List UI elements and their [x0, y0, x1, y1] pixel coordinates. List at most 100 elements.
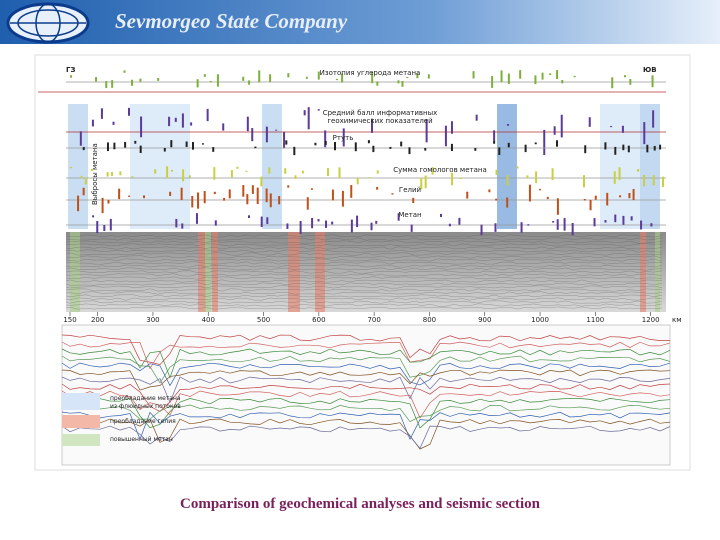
- track-bar: [427, 74, 430, 79]
- track-bar: [143, 195, 146, 199]
- track-bar: [646, 144, 649, 153]
- track-bar: [188, 175, 191, 178]
- track-bar: [630, 216, 633, 221]
- track-bar: [157, 78, 160, 81]
- track-bar: [431, 167, 434, 175]
- track-bar: [341, 73, 344, 83]
- track-bar: [552, 221, 555, 223]
- track-bar: [107, 199, 110, 204]
- horizon: [61, 341, 671, 370]
- track-bar: [466, 191, 469, 199]
- seismic-reflector: [65, 252, 663, 256]
- track-bar: [451, 172, 454, 186]
- track-bar: [77, 195, 80, 212]
- track-bar: [317, 71, 320, 80]
- track-bar: [91, 119, 94, 127]
- track-bar: [251, 128, 254, 142]
- legend-label: из флюидных потоков: [110, 403, 181, 410]
- track-bar: [216, 74, 219, 87]
- panel-label: Средний балл информативных: [323, 109, 438, 117]
- horizon: [61, 411, 671, 441]
- seismic-reflector: [65, 261, 663, 265]
- track-bar: [268, 167, 271, 174]
- track-bar: [124, 141, 127, 148]
- track-bar: [448, 223, 451, 227]
- track-bar: [206, 108, 209, 122]
- track-bar: [391, 193, 394, 195]
- track-bar: [613, 171, 616, 184]
- track-bar: [583, 199, 586, 201]
- track-bar: [92, 215, 95, 218]
- panel-label: Метан: [398, 211, 421, 219]
- distance-tick-label: 600: [312, 316, 325, 324]
- track-bar: [70, 75, 72, 78]
- horizon: [61, 425, 671, 449]
- track-bar: [618, 167, 621, 181]
- track-bar: [406, 77, 409, 79]
- legend-label: повышенный метан: [110, 436, 173, 443]
- track-bar: [493, 130, 496, 142]
- helium-band: [288, 232, 300, 312]
- track-bar: [169, 191, 172, 196]
- track-bar: [627, 145, 630, 153]
- distance-unit: км: [672, 316, 682, 324]
- track-bar: [111, 80, 114, 88]
- track-bar: [101, 197, 104, 214]
- methane-band: [655, 232, 660, 312]
- track-bar: [96, 221, 99, 234]
- track-bar: [594, 195, 597, 200]
- horizon: [61, 404, 671, 423]
- track-bar: [175, 218, 178, 228]
- track-bar: [619, 195, 622, 198]
- highlight-band: [68, 104, 88, 229]
- track-bar: [628, 193, 631, 199]
- track-bar: [246, 194, 249, 205]
- track-bar: [286, 223, 289, 229]
- track-bar: [294, 175, 297, 179]
- track-bar: [287, 185, 290, 188]
- track-bar: [356, 177, 359, 185]
- panel-label: Изотопия углерода метана: [320, 69, 421, 77]
- track-bar: [543, 129, 546, 156]
- track-bar: [604, 220, 607, 223]
- distance-tick-label: 1000: [531, 316, 549, 324]
- track-bar: [201, 143, 204, 145]
- methane-band: [205, 232, 211, 312]
- track-bar: [324, 141, 327, 145]
- panel-label: Ртуть: [333, 134, 354, 142]
- left-label: ГЗ: [66, 66, 75, 74]
- distance-tick-label: 1100: [586, 316, 604, 324]
- track-bar: [105, 81, 108, 89]
- seismic-reflector: [65, 285, 663, 289]
- track-bar: [376, 81, 379, 86]
- track-bar: [275, 129, 278, 131]
- track-bar: [556, 198, 559, 215]
- distance-tick-label: 500: [257, 316, 270, 324]
- track-bar: [154, 169, 157, 174]
- track-bar: [640, 220, 643, 230]
- track-bar: [397, 213, 400, 221]
- track-bar: [480, 224, 483, 236]
- track-bar: [213, 191, 216, 195]
- figure: ГЗ ЮВ Выбросы метана км Изотопия углерод…: [34, 54, 691, 471]
- track-bar: [119, 171, 122, 176]
- track-bar: [506, 174, 509, 186]
- track-bar: [258, 70, 261, 83]
- seismic-reflector: [65, 258, 663, 262]
- track-bar: [507, 142, 510, 148]
- track-bar: [266, 217, 269, 224]
- track-bar: [325, 220, 328, 228]
- track-bar: [425, 119, 428, 143]
- track-bar: [375, 220, 378, 224]
- track-bar: [527, 224, 530, 226]
- panel-label: Сумма гомологов метана: [393, 166, 487, 174]
- track-bar: [203, 74, 206, 77]
- track-bar: [659, 144, 662, 150]
- seismic-reflector: [65, 249, 663, 253]
- track-bar: [556, 140, 559, 147]
- track-bar: [546, 196, 549, 200]
- track-bar: [283, 131, 286, 149]
- header-band: [0, 0, 720, 44]
- track-bar: [331, 189, 334, 201]
- track-bar: [127, 107, 130, 116]
